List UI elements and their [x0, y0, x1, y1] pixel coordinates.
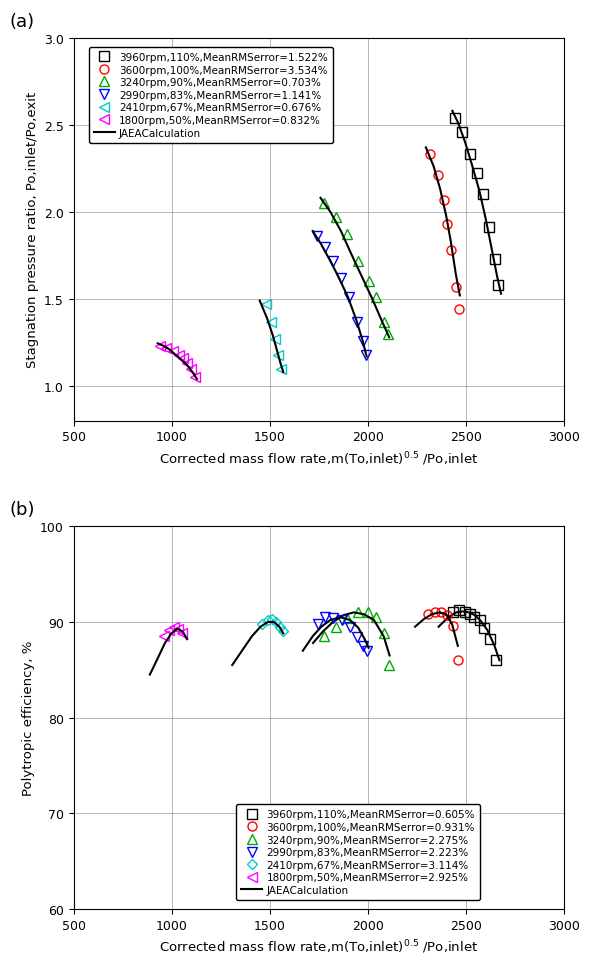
Y-axis label: Stagnation pressure ratio, Po,inlet/Po,exit: Stagnation pressure ratio, Po,inlet/Po,e…: [26, 92, 39, 368]
X-axis label: Corrected mass flow rate,m(To,inlet)$^{0.5}$ /Po,inlet: Corrected mass flow rate,m(To,inlet)$^{0…: [159, 450, 479, 467]
Legend: 3960rpm,110%,MeanRMSerror=1.522%, 3600rpm,100%,MeanRMSerror=3.534%, 3240rpm,90%,: 3960rpm,110%,MeanRMSerror=1.522%, 3600rp…: [89, 47, 333, 143]
Legend: 3960rpm,110%,MeanRMSerror=0.605%, 3600rpm,100%,MeanRMSerror=0.931%, 3240rpm,90%,: 3960rpm,110%,MeanRMSerror=0.605%, 3600rp…: [236, 804, 480, 900]
X-axis label: Corrected mass flow rate,m(To,inlet)$^{0.5}$ /Po,inlet: Corrected mass flow rate,m(To,inlet)$^{0…: [159, 938, 479, 955]
Text: (b): (b): [10, 501, 36, 519]
Y-axis label: Polytropic efficiency, %: Polytropic efficiency, %: [21, 641, 34, 796]
Text: (a): (a): [10, 13, 35, 31]
